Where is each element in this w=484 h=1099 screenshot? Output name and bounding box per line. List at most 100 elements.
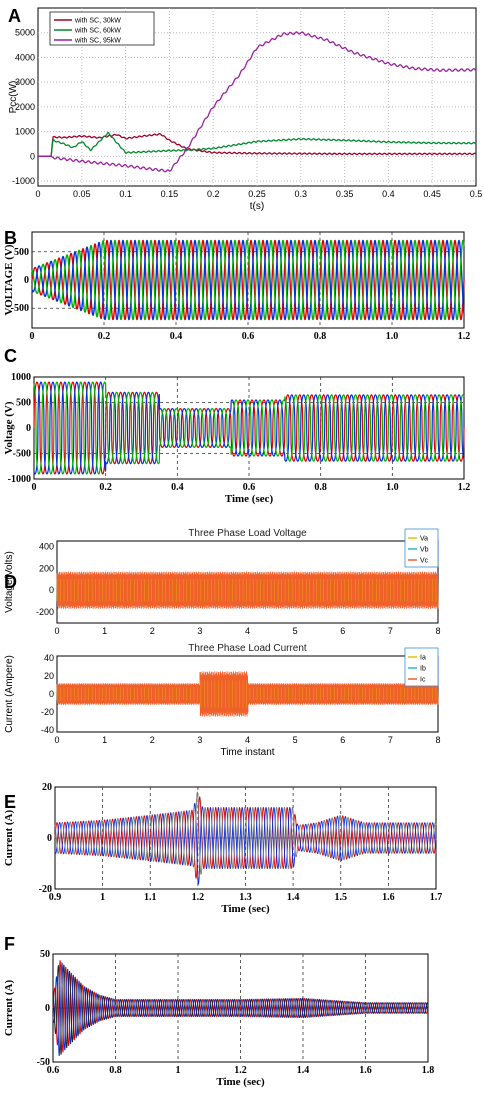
panel-a-series-line — [37, 131, 477, 157]
panel-c-x-tick-label: 0.8 — [314, 482, 327, 493]
panel-label-b: B — [4, 228, 17, 248]
panel-a-x-tick-label: 0 — [35, 189, 40, 199]
panel-d-x-tick-label: 8 — [435, 735, 440, 745]
panel-a-y-tick-label: 3000 — [15, 77, 35, 87]
panel-d-x-tick-label: 4 — [245, 735, 250, 745]
panel-d-x-tick-label: 8 — [435, 626, 440, 636]
panel-f-x-tick-label: 1 — [176, 1065, 181, 1076]
panel-a-series-line — [37, 31, 477, 173]
panel-d-y-tick-label: 20 — [44, 671, 54, 681]
panel-a-y-axis-label: Pcc(W) — [8, 81, 19, 114]
panel-a-x-tick-label: 0.35 — [336, 189, 354, 199]
panel-a-y-tick-label: 2000 — [15, 102, 35, 112]
panel-a-legend-entry: with SC, 95kW — [74, 38, 121, 45]
panel-e-x-tick-label: 1.3 — [239, 892, 252, 903]
panel-e-y-tick-label: 20 — [42, 782, 52, 793]
panel-d-x-tick-label: 0 — [54, 735, 59, 745]
panel-c-x-tick-label: 0.4 — [171, 482, 184, 493]
panel-c-y-tick-label: 1000 — [11, 372, 31, 383]
panel-d-y-axis-label: Voltage(Volts) — [4, 551, 15, 613]
panel-d-x-tick-label: 1 — [102, 626, 107, 636]
panel-e-y-tick-label: 0 — [47, 833, 52, 844]
panel-b-x-tick-label: 0.6 — [242, 331, 255, 342]
panel-b-y-tick-label: 500 — [14, 247, 29, 258]
panel-f-x-tick-label: 1.6 — [359, 1065, 372, 1076]
panel-c-y-tick-label: -1000 — [8, 474, 31, 485]
panel-d-legend-entry: Va — [420, 536, 428, 543]
panel-d-y-tick-label: 40 — [44, 653, 54, 663]
panel-c-phase-waveform — [33, 381, 465, 475]
panel-c-x-axis-label: Time (sec) — [225, 493, 274, 505]
panel-f-y-tick-label: 50 — [40, 949, 50, 960]
panel-d-legend-entry: Ic — [420, 677, 426, 684]
panel-a-y-tick-label: -1000 — [12, 176, 35, 186]
panel-f-current-waveform — [52, 960, 429, 1053]
panel-b-y-tick-label: 0 — [24, 275, 29, 286]
panel-a-legend-entry: with SC, 30kW — [74, 18, 121, 25]
panel-f-y-tick-label: -50 — [37, 1057, 50, 1068]
panel-a-y-tick-label: 1000 — [15, 127, 35, 137]
panel-d-x-tick-label: 2 — [150, 626, 155, 636]
panel-e-x-tick-label: 1.7 — [430, 892, 443, 903]
panel-b-x-tick-label: 0 — [30, 331, 35, 342]
panel-d-x-tick-label: 1 — [102, 735, 107, 745]
panel-d-subplot-title: Three Phase Load Voltage — [188, 528, 307, 539]
panel-a-x-tick-label: 0.4 — [382, 189, 395, 199]
panel-d-y-tick-label: 0 — [49, 689, 54, 699]
panel-c-y-tick-label: 0 — [26, 423, 31, 434]
panel-e-x-tick-label: 1.1 — [144, 892, 157, 903]
panel-d-x-tick-label: 3 — [197, 626, 202, 636]
panel-c-y-tick-label: 500 — [16, 398, 31, 409]
panel-c-x-tick-label: 0.2 — [99, 482, 112, 493]
panel-e-x-tick-label: 1.4 — [287, 892, 300, 903]
panel-e-x-axis-label: Time (sec) — [221, 903, 270, 915]
panel-a-y-tick-label: 0 — [30, 151, 35, 161]
panel-b-phase-waveform — [31, 239, 465, 321]
panel-b-phase-waveform — [31, 239, 465, 321]
panel-d-x-tick-label: 6 — [340, 626, 345, 636]
panel-b-y-tick-label: -500 — [11, 303, 29, 314]
panel-b-x-tick-label: 0.8 — [314, 331, 327, 342]
panel-f-x-tick-label: 1.2 — [234, 1065, 247, 1076]
panel-d-x-tick-label: 6 — [340, 735, 345, 745]
panel-f-current-waveform — [52, 962, 429, 1057]
panel-label-d: D — [4, 572, 17, 592]
panel-d-x-tick-label: 5 — [293, 626, 298, 636]
panel-d-legend-entry: Vb — [420, 547, 429, 554]
panel-d-legend-entry: Ib — [420, 666, 426, 673]
panel-a-x-axis-label: t(s) — [250, 201, 264, 212]
panel-c-x-tick-label: 0 — [32, 482, 37, 493]
panel-a-x-tick-label: 0.5 — [470, 189, 483, 199]
panel-d-x-tick-label: 7 — [388, 626, 393, 636]
panel-f-y-axis-label: Current (A) — [3, 980, 15, 1037]
panel-f-x-tick-label: 0.8 — [109, 1065, 122, 1076]
panel-d-x-axis-label: Time instant — [220, 747, 274, 758]
panel-b-phase-waveform — [31, 239, 465, 321]
panel-e-current-waveform — [54, 802, 437, 885]
panel-d-x-tick-label: 4 — [245, 626, 250, 636]
panel-f-x-tick-label: 0.6 — [47, 1065, 60, 1076]
panel-e-x-tick-label: 1 — [100, 892, 105, 903]
panel-a-y-tick-label: 5000 — [15, 28, 35, 38]
panel-label-e: E — [4, 792, 16, 812]
panel-d-x-tick-label: 7 — [388, 735, 393, 745]
panel-a-x-tick-label: 0.25 — [248, 189, 266, 199]
panel-b-x-tick-label: 0.2 — [98, 331, 111, 342]
panel-d-legend-entry: Vc — [420, 558, 429, 565]
panel-d-x-tick-label: 0 — [54, 626, 59, 636]
panel-d-y-tick-label: 400 — [39, 541, 54, 551]
panel-e-x-tick-label: 1.6 — [382, 892, 395, 903]
panel-e-x-tick-label: 1.2 — [192, 892, 205, 903]
panel-c-x-tick-label: 1.2 — [458, 482, 471, 493]
panel-d-y-tick-label: 0 — [49, 585, 54, 595]
panel-a-x-tick-label: 0.2 — [207, 189, 220, 199]
panel-d-y-tick-label: -200 — [36, 607, 54, 617]
panel-b-x-tick-label: 1.2 — [458, 331, 471, 342]
panel-c-y-axis-label: Voltage (V) — [3, 401, 15, 454]
panel-c-x-tick-label: 0.6 — [243, 482, 256, 493]
panel-a-y-tick-label: 4000 — [15, 52, 35, 62]
panel-a-x-tick-label: 0.3 — [295, 189, 308, 199]
panel-b-y-axis-label: VOLTAGE (V) — [3, 244, 15, 315]
panel-d-y-tick-label: 200 — [39, 563, 54, 573]
